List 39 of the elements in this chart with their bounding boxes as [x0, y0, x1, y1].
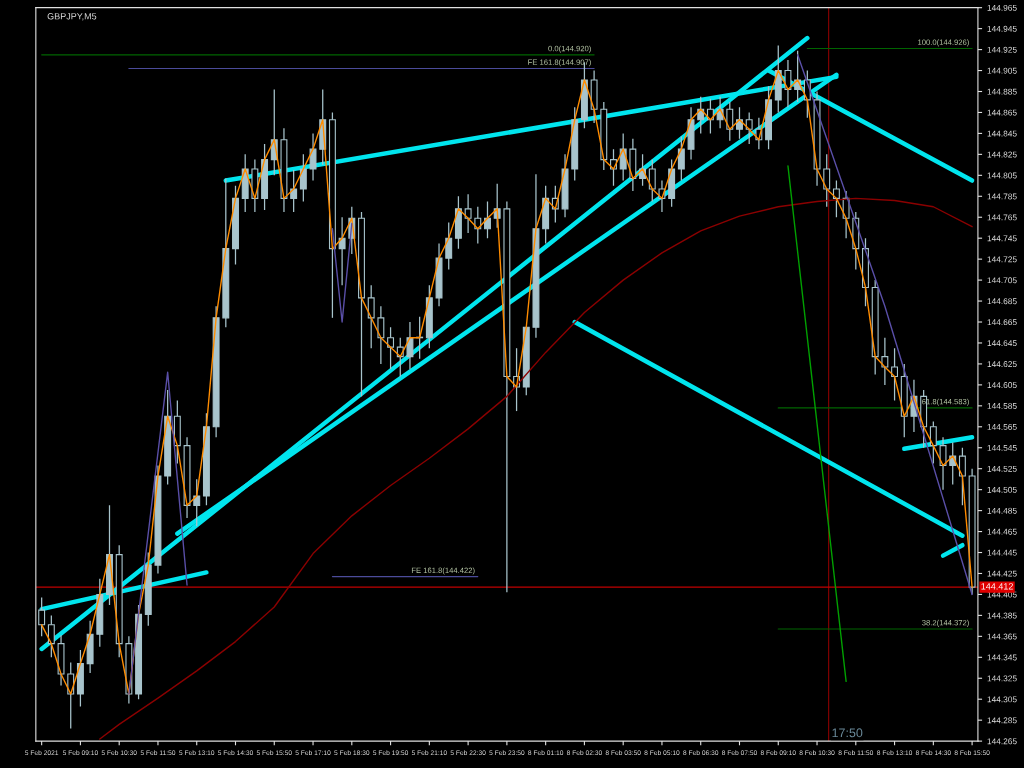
y-tick-label: 144.945	[987, 25, 1017, 32]
y-tick-label: 144.505	[987, 486, 1017, 493]
y-tick-label: 144.765	[987, 214, 1017, 221]
text: GBPJPY,M5	[47, 13, 97, 21]
y-tick-label: 144.625	[987, 361, 1017, 368]
y-tick-label: 144.265	[987, 738, 1017, 745]
y-tick-label: 144.305	[987, 696, 1017, 703]
y-tick-label: 144.445	[987, 549, 1017, 556]
y-tick-label: 144.905	[987, 67, 1017, 74]
y-tick-label: 144.425	[987, 570, 1017, 577]
y-tick-label: 144.705	[987, 277, 1017, 284]
y-tick-label: 144.725	[987, 256, 1017, 263]
y-tick-label: 144.885	[987, 88, 1017, 95]
y-tick-label: 144.325	[987, 675, 1017, 682]
y-tick-label: 144.805	[987, 172, 1017, 179]
y-tick-label: 144.485	[987, 507, 1017, 514]
y-tick-label: 144.345	[987, 654, 1017, 661]
y-tick-label: 144.545	[987, 445, 1017, 451]
annotation: 17:50	[832, 728, 863, 738]
y-tick-label: 144.465	[987, 528, 1017, 535]
y-tick-label: 144.405	[987, 591, 1017, 598]
y-tick-label: 144.745	[987, 235, 1017, 242]
ref-line-label: 144.412	[981, 583, 1013, 590]
y-tick-label: 144.845	[987, 130, 1017, 137]
y-tick-label: 144.965	[987, 4, 1017, 11]
y-tick-label: 144.365	[987, 633, 1017, 640]
y-tick-label: 144.585	[987, 403, 1017, 409]
y-tick-label: 144.385	[987, 612, 1017, 619]
y-tick-label: 144.865	[987, 109, 1017, 116]
y-tick-label: 144.605	[987, 382, 1017, 388]
y-tick-label: 144.565	[987, 423, 1017, 430]
y-tick-label: 144.685	[987, 298, 1017, 305]
y-tick-label: 144.925	[987, 46, 1017, 53]
y-tick-label: 144.525	[987, 465, 1017, 472]
y-tick-label: 144.645	[987, 340, 1017, 347]
y-tick-label: 144.825	[987, 151, 1017, 158]
y-tick-label: 144.785	[987, 193, 1017, 200]
y-tick-label: 144.665	[987, 319, 1017, 326]
y-tick-label: 144.285	[987, 717, 1017, 724]
